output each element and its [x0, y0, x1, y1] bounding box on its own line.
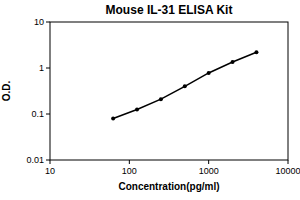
x-tick: [50, 160, 51, 164]
y-tick: [46, 22, 50, 23]
x-tick-label: 10000: [275, 166, 300, 176]
y-tick-label: 0.01: [26, 155, 44, 165]
point: [254, 50, 258, 54]
y-tick-label: 10: [34, 17, 44, 27]
x-tick: [208, 160, 209, 164]
y-tick: [46, 114, 50, 115]
x-tick-label: 100: [122, 166, 137, 176]
x-tick: [129, 160, 130, 164]
point: [231, 60, 235, 64]
curve: [113, 52, 256, 118]
y-tick-label: 0.1: [31, 109, 44, 119]
plot-area: [111, 50, 258, 120]
x-tick: [288, 160, 289, 164]
point: [135, 108, 139, 112]
y-tick: [46, 160, 50, 161]
x-tick-label: 1000: [199, 166, 219, 176]
y-tick-label: 1: [39, 63, 44, 73]
chart: Mouse IL-31 ELISA Kit 10 100 1000 10000 0.01 0…: [0, 0, 300, 200]
plot-frame: [50, 22, 288, 160]
point: [207, 71, 211, 75]
x-axis-label: Concentration(pg/ml): [118, 181, 219, 192]
y-axis-label: O.D.: [1, 81, 12, 102]
point: [183, 84, 187, 88]
y-tick: [46, 68, 50, 69]
x-tick-label: 10: [45, 166, 55, 176]
point: [159, 97, 163, 101]
title: Mouse IL-31 ELISA Kit: [106, 3, 233, 17]
point: [111, 116, 115, 120]
